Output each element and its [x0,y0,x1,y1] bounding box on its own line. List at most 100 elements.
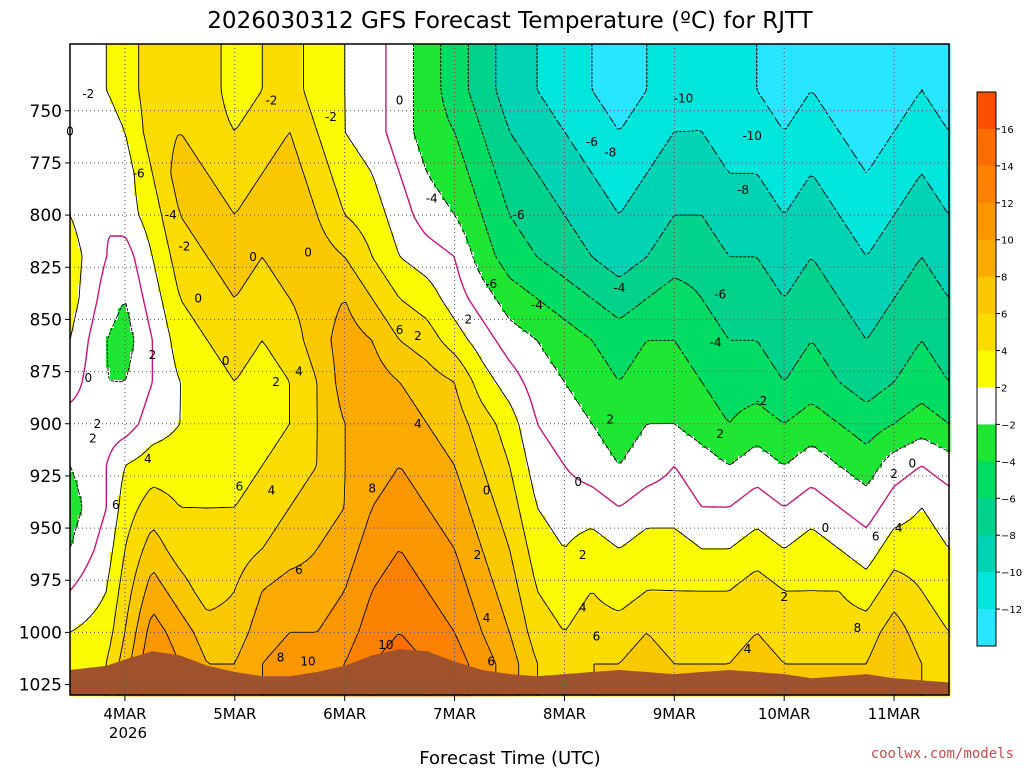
temperature-cell [870,52,875,57]
temperature-cell [858,56,863,61]
temperature-cell [222,52,227,57]
temperature-cell [154,52,159,57]
temperature-cell [882,52,887,57]
temperature-cell [322,48,327,53]
temperature-cell [90,48,95,53]
temperature-cell [862,52,867,57]
temperature-cell [402,48,407,53]
temperature-cell [294,52,299,57]
temperature-cell [154,48,159,53]
temperature-cell [142,48,147,53]
temperature-cell [438,52,443,57]
temperature-cell [94,48,99,53]
temperature-cell [338,60,343,65]
temperature-cell [758,52,763,57]
temperature-cell [246,60,251,65]
temperature-cell [526,52,531,57]
temperature-cell [546,56,551,61]
temperature-cell [150,52,155,57]
temperature-cell [86,60,91,65]
temperature-cell [186,56,191,61]
temperature-cell [498,48,503,53]
temperature-cell [202,52,207,57]
temperature-cell [254,52,259,57]
temperature-cell [254,60,259,65]
temperature-cell [86,52,91,57]
temperature-cell [518,56,523,61]
temperature-cell [814,52,819,57]
temperature-cell [210,60,215,65]
temperature-cell [574,48,579,53]
temperature-cell [178,60,183,65]
temperature-cell [298,56,303,61]
temperature-cell [174,48,179,53]
temperature-cell [778,48,783,53]
temperature-cell [786,56,791,61]
temperature-cell [530,48,535,53]
temperature-cell [830,52,835,57]
temperature-cell [306,48,311,53]
temperature-cell [858,48,863,53]
temperature-cell [934,56,939,61]
temperature-cell [502,56,507,61]
temperature-cell [186,48,191,53]
temperature-cell [582,52,587,57]
temperature-cell [170,52,175,57]
temperature-cell [938,56,943,61]
temperature-cell [386,56,391,61]
temperature-cell [102,56,107,61]
temperature-cell [910,56,915,61]
temperature-cell [294,48,299,53]
temperature-cell [538,56,543,61]
temperature-cell [306,52,311,57]
temperature-cell [738,48,743,53]
temperature-cell [806,52,811,57]
temperature-cell [190,48,195,53]
temperature-cell [566,56,571,61]
temperature-cell [398,52,403,57]
temperature-cell [762,52,767,57]
temperature-cell [390,48,395,53]
temperature-cell [334,56,339,61]
temperature-cell [326,52,331,57]
temperature-cell [622,56,627,61]
temperature-cell [682,48,687,53]
temperature-cell [126,52,131,57]
temperature-cell [710,56,715,61]
temperature-cell [778,52,783,57]
temperature-cell [406,52,411,57]
temperature-cell [694,52,699,57]
temperature-cell [526,56,531,61]
temperature-cell [930,52,935,57]
temperature-cell [798,48,803,53]
temperature-cell [90,60,95,65]
temperature-cell [246,52,251,57]
temperature-cell [418,48,423,53]
temperature-cell [402,56,407,61]
temperature-cell [146,56,151,61]
temperature-cell [826,56,831,61]
temperature-cell [750,52,755,57]
temperature-cell [862,48,867,53]
temperature-cell [730,52,735,57]
temperature-cell [278,56,283,61]
temperature-cell [470,48,475,53]
temperature-cell [350,52,355,57]
temperature-cell [334,48,339,53]
temperature-cell [242,48,247,53]
temperature-cell [558,52,563,57]
temperature-cell [750,48,755,53]
temperature-cell [814,48,819,53]
temperature-cell [358,56,363,61]
temperature-cell [74,52,79,57]
temperature-cell [394,56,399,61]
temperature-cell [394,48,399,53]
temperature-cell [134,56,139,61]
temperature-cell [626,56,631,61]
temperature-cell [506,56,511,61]
temperature-cell [678,52,683,57]
temperature-cell [310,52,315,57]
temperature-cell [274,48,279,53]
temperature-cell [742,48,747,53]
temperature-cell [498,56,503,61]
